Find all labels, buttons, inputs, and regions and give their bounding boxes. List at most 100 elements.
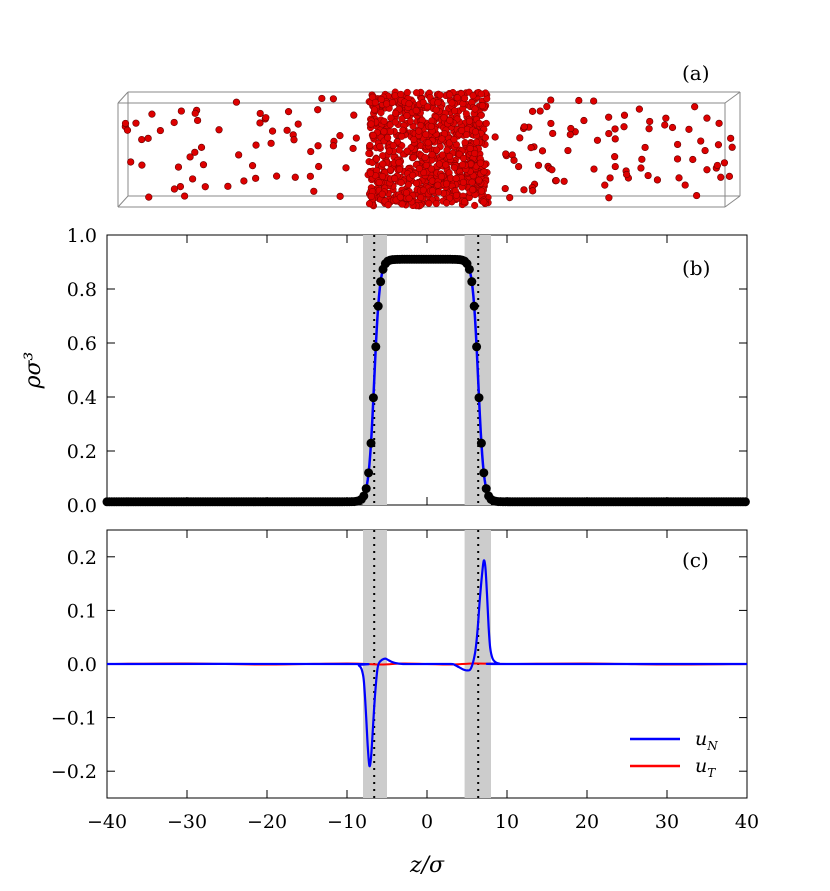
vapor-particle	[727, 134, 735, 142]
liquid-particle	[397, 90, 405, 98]
liquid-particle	[395, 158, 403, 166]
y-tick-label-b-5: 1.0	[67, 225, 97, 247]
liquid-particle	[428, 187, 437, 195]
y-tick-label-c-2: 0.0	[67, 654, 97, 676]
vapor-particle	[515, 162, 523, 171]
density-point	[472, 342, 482, 352]
vapor-particle	[681, 181, 689, 189]
vapor-particle	[580, 116, 588, 125]
x-tick-label-c-0: −40	[87, 811, 127, 833]
vapor-particle	[156, 126, 164, 135]
density-points	[102, 254, 750, 507]
liquid-particle	[410, 135, 418, 143]
density-point	[481, 484, 491, 494]
liquid-particle	[427, 165, 435, 173]
liquid-particle	[477, 111, 485, 119]
vapor-particle	[240, 177, 248, 185]
vapor-particle	[284, 108, 293, 116]
vapor-particle	[491, 133, 499, 141]
vapor-particle	[268, 127, 277, 135]
vapor-particle	[691, 103, 699, 111]
x-tick-label-c-2: −20	[247, 811, 287, 833]
vapor-particle	[349, 144, 357, 153]
vapor-particle	[590, 165, 598, 173]
vapor-particle	[534, 161, 543, 169]
vapor-particle	[215, 126, 223, 134]
vapor-particle	[144, 134, 152, 142]
vapor-particle	[181, 192, 189, 200]
liquid-particle	[450, 164, 459, 172]
vapor-particle	[186, 153, 194, 161]
liquid-particle	[403, 88, 411, 96]
liquid-particle	[452, 174, 460, 183]
vapor-particle	[620, 123, 628, 131]
density-point	[359, 491, 369, 501]
liquid-particle	[422, 161, 430, 169]
vapor-particle	[336, 192, 344, 200]
y-tick-label-c-0: −0.2	[51, 761, 97, 783]
panel-b-density: 0.0 0.2 0.4 0.6 0.8 1.0 (b) ρσ³	[21, 225, 750, 517]
vapor-particle	[685, 125, 693, 133]
vapor-particle	[197, 143, 206, 151]
liquid-particle	[405, 194, 413, 202]
vapor-particle	[713, 161, 721, 170]
liquid-particle	[471, 128, 479, 136]
liquid-particle	[440, 114, 448, 122]
liquid-particle	[438, 151, 447, 159]
vapor-particle	[520, 123, 528, 131]
liquid-particle	[425, 199, 433, 207]
density-point	[740, 497, 750, 507]
vapor-particle	[552, 177, 560, 185]
liquid-particle	[480, 198, 488, 206]
liquid-particle	[371, 98, 379, 107]
vapor-particle	[548, 166, 556, 174]
vapor-particle	[235, 151, 243, 159]
liquid-particle	[476, 159, 485, 167]
liquid-particle	[446, 116, 454, 124]
vapor-particle	[547, 119, 555, 128]
liquid-particle	[453, 94, 461, 102]
vapor-particle	[720, 159, 729, 167]
y-tick-label-b-3: 0.6	[67, 333, 97, 355]
vapor-particle	[283, 126, 291, 134]
density-point	[366, 438, 376, 448]
liquid-particle	[404, 181, 412, 189]
panel-c-velocity: −0.2 −0.1 0.0 0.1 0.2 −40 −30 −20 −10 0 10 20 30 40 (…	[51, 529, 759, 878]
vapor-particle	[224, 182, 232, 190]
ticks-b: 0.0 0.2 0.4 0.6 0.8 1.0	[67, 225, 748, 517]
vapor-particle	[661, 121, 669, 129]
vapor-particle	[342, 164, 350, 172]
liquid-particle	[412, 89, 421, 97]
vapor-particle	[121, 119, 130, 128]
vapor-particle	[725, 172, 734, 180]
liquid-particle	[471, 201, 479, 209]
vapor-particle	[646, 117, 654, 126]
liquid-particle	[442, 180, 451, 188]
liquid-particle	[421, 153, 429, 162]
liquid-particle	[434, 188, 443, 196]
vapor-particle	[516, 134, 524, 142]
liquid-particle	[460, 198, 468, 206]
vapor-particle	[252, 174, 260, 182]
liquid-particle	[367, 192, 376, 201]
liquid-particle	[388, 98, 397, 107]
y-tick-label-b-1: 0.2	[67, 441, 97, 463]
liquid-particle	[387, 114, 395, 122]
vapor-particle	[174, 163, 183, 171]
vapor-particle	[201, 183, 209, 191]
vapor-particle	[138, 135, 146, 144]
liquid-particle	[475, 176, 483, 184]
liquid-particle	[437, 173, 446, 181]
dotted-lines-b	[373, 235, 480, 505]
liquid-particle	[471, 149, 479, 157]
vapor-particle	[601, 181, 609, 189]
liquid-particle	[417, 193, 425, 201]
density-point	[464, 264, 474, 274]
vapor-particle	[501, 184, 509, 193]
vapor-particle	[189, 175, 197, 183]
liquid-particle	[432, 200, 440, 208]
vapor-particle	[697, 137, 705, 145]
panel-label-b: (b)	[682, 256, 710, 280]
liquid-particle	[468, 178, 476, 186]
liquid-particle	[419, 98, 427, 106]
